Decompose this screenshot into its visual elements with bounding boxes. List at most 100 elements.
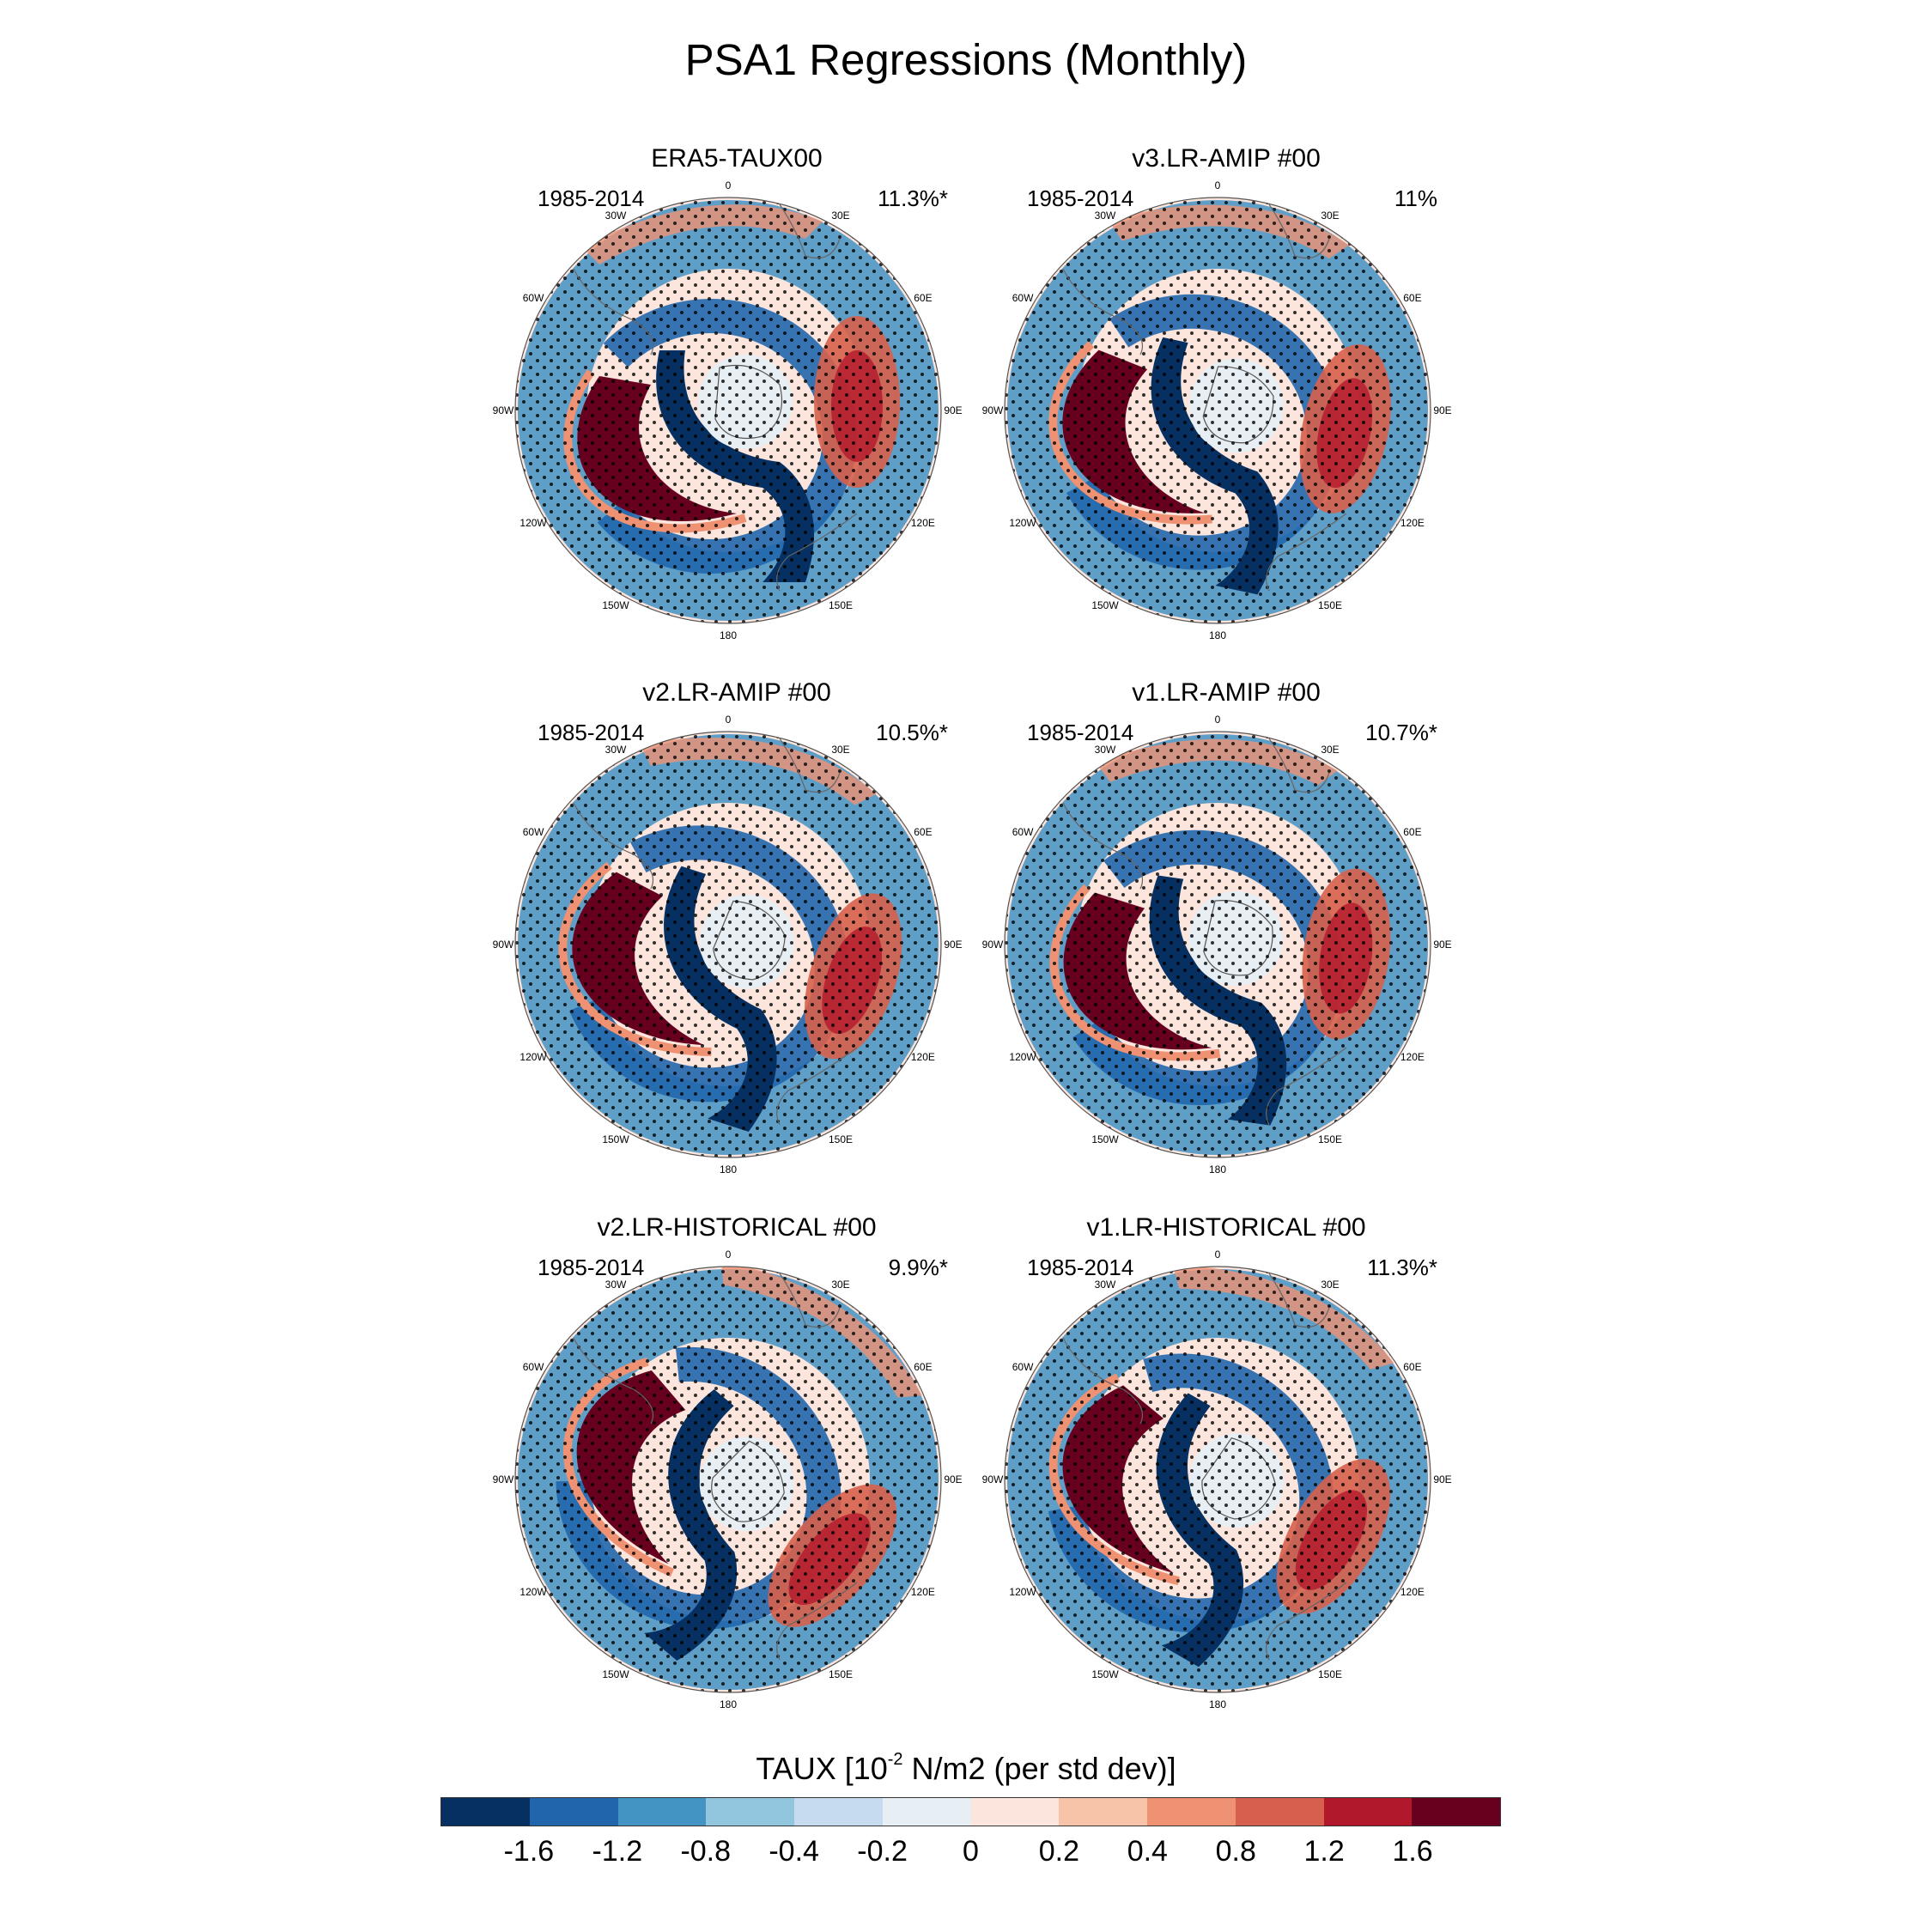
colorbar-title-exponent: -2 bbox=[887, 1750, 903, 1769]
field-layer bbox=[1005, 1267, 1431, 1692]
longitude-label: 90W bbox=[982, 1473, 1004, 1485]
longitude-label: 30E bbox=[1321, 210, 1339, 222]
field-layer bbox=[515, 1267, 941, 1692]
australia-coastline bbox=[776, 1047, 858, 1126]
colorbar-tick-label: 0.2 bbox=[1038, 1835, 1080, 1868]
colorbar-box bbox=[882, 1798, 971, 1826]
map-panel-6: v1.LR-HISTORICAL #00 1985-2014 11.3%* 0 30E 6… bbox=[982, 1213, 1452, 1720]
panel-explained-variance: 11% bbox=[1394, 185, 1437, 211]
panel-period: 1985-2014 bbox=[1027, 720, 1134, 745]
colorbar-tick-label: 0.4 bbox=[1127, 1835, 1168, 1868]
longitude-label: 0 bbox=[1215, 714, 1221, 726]
field-layer bbox=[1005, 197, 1431, 623]
longitude-label: 60W bbox=[1012, 826, 1034, 838]
field-layer bbox=[1005, 732, 1431, 1157]
longitude-label: 150E bbox=[1318, 1133, 1342, 1145]
longitude-label: 0 bbox=[726, 179, 732, 191]
colorbar-box bbox=[970, 1798, 1060, 1826]
colorbar-tick-label: 1.6 bbox=[1392, 1835, 1433, 1868]
longitude-label: 60W bbox=[523, 826, 544, 838]
longitude-label: 30W bbox=[1095, 744, 1116, 756]
colorbar-box bbox=[794, 1798, 883, 1826]
longitude-label: 90W bbox=[493, 939, 514, 951]
longitude-label: 90E bbox=[1433, 404, 1451, 416]
longitude-label: 120E bbox=[1400, 1051, 1425, 1063]
map-border bbox=[514, 197, 942, 624]
colorbar-box bbox=[1412, 1798, 1500, 1826]
polar-map: 0 30E 60E 90E 120E 150E 180 150W 120W 90W 60W 30W bbox=[982, 714, 1452, 1176]
africa-coastline bbox=[779, 1273, 841, 1328]
longitude-label: 60W bbox=[1012, 1361, 1034, 1373]
longitude-label: 150W bbox=[602, 1133, 629, 1145]
panel-title: v2.LR-AMIP #00 bbox=[642, 678, 831, 707]
panel-period: 1985-2014 bbox=[1027, 185, 1134, 211]
significance-stipple bbox=[515, 732, 941, 1157]
longitude-label: 90W bbox=[493, 1473, 514, 1485]
panel-explained-variance: 11.3%* bbox=[878, 185, 948, 211]
colorbar-tick-label: -1.2 bbox=[592, 1835, 643, 1868]
australia-coastline bbox=[1266, 513, 1347, 592]
colorbar-tick-label: 0 bbox=[963, 1835, 979, 1868]
longitude-label: 60E bbox=[1403, 1361, 1421, 1373]
longitude-label: 150W bbox=[602, 1668, 629, 1680]
longitude-label: 120E bbox=[911, 1051, 935, 1063]
colorbar-title: TAUX [10-2 N/m2 (per std dev)] bbox=[0, 1750, 1932, 1787]
longitude-label: 90E bbox=[944, 1473, 962, 1485]
panel-title: v1.LR-HISTORICAL #00 bbox=[1086, 1213, 1366, 1242]
map-border bbox=[1004, 197, 1431, 624]
colorbar-box bbox=[706, 1798, 794, 1826]
longitude-label: 0 bbox=[1215, 179, 1221, 191]
longitude-label: 60W bbox=[1012, 292, 1034, 304]
colorbar-tick-label: -1.6 bbox=[503, 1835, 555, 1868]
significance-stipple bbox=[1005, 1267, 1431, 1692]
africa-coastline bbox=[1268, 204, 1330, 259]
longitude-label: 150W bbox=[1091, 599, 1119, 611]
map-panel-4: v1.LR-AMIP #00 1985-2014 10.7%* 0 30E 60E 90E 1… bbox=[982, 678, 1452, 1185]
longitude-label: 120E bbox=[911, 1586, 935, 1598]
colorbar-tick-label: 0.8 bbox=[1215, 1835, 1256, 1868]
longitude-label: 90E bbox=[1433, 1473, 1451, 1485]
significance-stipple bbox=[515, 1267, 941, 1692]
colorbar-box bbox=[1059, 1798, 1147, 1826]
longitude-label: 60E bbox=[914, 1361, 932, 1373]
panel-period: 1985-2014 bbox=[538, 1255, 645, 1280]
panel-period: 1985-2014 bbox=[538, 720, 645, 745]
figure-title: PSA1 Regressions (Monthly) bbox=[684, 35, 1248, 84]
longitude-label: 120W bbox=[1009, 1051, 1036, 1063]
longitude-label: 90E bbox=[1433, 939, 1451, 951]
south-america-coastline bbox=[1062, 268, 1144, 355]
longitude-label: 150W bbox=[602, 599, 629, 611]
south-america-coastline bbox=[1062, 802, 1144, 890]
colorbar-tick-label: -0.8 bbox=[680, 1835, 732, 1868]
colorbar-title-suffix: N/m2 (per std dev)] bbox=[902, 1751, 1176, 1786]
longitude-label: 180 bbox=[720, 629, 737, 641]
panel-explained-variance: 11.3%* bbox=[1367, 1255, 1437, 1280]
longitude-label: 150W bbox=[1091, 1668, 1119, 1680]
longitude-label: 30W bbox=[605, 1279, 627, 1291]
panel-period: 1985-2014 bbox=[1027, 1255, 1134, 1280]
longitude-label: 30E bbox=[831, 744, 849, 756]
south-america-coastline bbox=[1062, 1337, 1144, 1425]
longitude-label: 180 bbox=[1209, 1698, 1226, 1710]
longitude-label: 60E bbox=[1403, 826, 1421, 838]
longitude-label: 60E bbox=[914, 292, 932, 304]
longitude-label: 30E bbox=[831, 210, 849, 222]
longitude-label: 120W bbox=[519, 517, 547, 529]
colorbar-box bbox=[1147, 1798, 1236, 1826]
panel-title: v3.LR-AMIP #00 bbox=[1132, 144, 1321, 173]
colorbar-box bbox=[1235, 1798, 1324, 1826]
panel-explained-variance: 9.9%* bbox=[888, 1255, 948, 1280]
africa-coastline bbox=[1268, 738, 1330, 793]
longitude-label: 90W bbox=[982, 404, 1004, 416]
longitude-label: 180 bbox=[720, 1163, 737, 1176]
longitude-label: 180 bbox=[1209, 629, 1226, 641]
longitude-label: 120W bbox=[519, 1051, 547, 1063]
panel-period: 1985-2014 bbox=[538, 185, 645, 211]
longitude-label: 180 bbox=[1209, 1163, 1226, 1176]
significance-stipple bbox=[515, 197, 941, 623]
longitude-label: 30W bbox=[1095, 210, 1116, 222]
south-america-coastline bbox=[573, 802, 654, 890]
longitude-label: 90W bbox=[493, 404, 514, 416]
longitude-label: 90E bbox=[944, 939, 962, 951]
longitude-label: 180 bbox=[720, 1698, 737, 1710]
